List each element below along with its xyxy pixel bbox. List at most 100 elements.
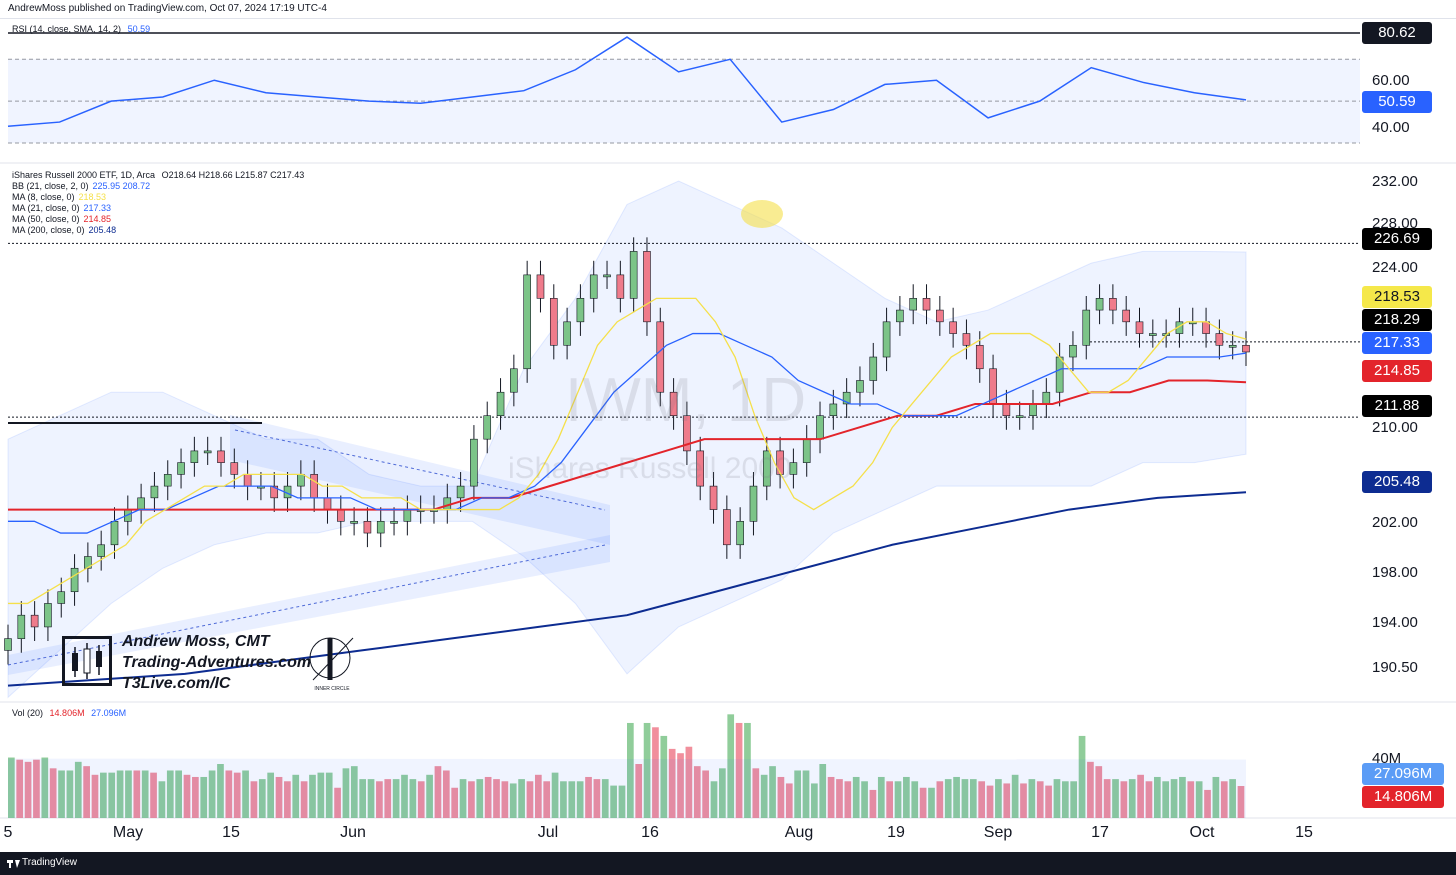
candle-body — [456, 485, 465, 499]
xtick-9: 17 — [1091, 824, 1109, 841]
candle-body — [882, 321, 891, 358]
volume-bar — [1145, 781, 1153, 818]
volume-bar — [24, 761, 32, 818]
volume-bar — [886, 781, 894, 818]
volume-bar — [794, 770, 801, 818]
volume-bar — [501, 781, 509, 818]
volume-bar — [476, 779, 484, 818]
candle-body — [1149, 333, 1157, 336]
candle-body — [896, 309, 904, 323]
highlight-marker — [741, 200, 783, 228]
candle-body — [390, 521, 398, 524]
level-tag-22669: 226.69 — [1362, 228, 1432, 250]
candle-body — [909, 298, 918, 311]
volume-bar — [1078, 735, 1086, 818]
volume-bar — [601, 779, 609, 818]
volume-bar — [200, 776, 208, 818]
volume-bar — [944, 779, 952, 818]
volume-bar — [1011, 774, 1019, 818]
volume-bar — [1087, 761, 1094, 818]
volume-bar — [284, 781, 291, 818]
footer-brand: TradingView — [22, 857, 78, 868]
candle-body — [856, 380, 864, 393]
volume-bar — [1237, 786, 1245, 818]
candle-body — [762, 450, 771, 487]
indicator-values: 218.53 — [78, 192, 107, 202]
indicator-legend-row: MA (8, close, 0) 218.53 — [12, 192, 106, 202]
ma200-tag: 205.48 — [1362, 471, 1432, 493]
volume-bar — [376, 781, 383, 818]
candle-body — [603, 274, 611, 278]
candle-body — [163, 474, 172, 487]
candle-body — [643, 251, 651, 323]
volume-bar — [1095, 766, 1103, 818]
candle-body — [97, 544, 105, 557]
vol-legend-v2: 27.096M — [91, 708, 127, 718]
xtick-3: Jun — [340, 824, 366, 841]
price-tick-198: 198.00 — [1372, 564, 1418, 581]
xtick-5: 16 — [641, 824, 659, 841]
signature-site: Trading-Adventures.com — [122, 654, 312, 671]
volume-bar — [1061, 781, 1069, 818]
candle-body — [736, 521, 744, 546]
volume-bar — [1220, 781, 1228, 818]
vol-tick-40m: 40M — [1372, 750, 1402, 767]
volume-bar — [141, 770, 149, 818]
volume-bar — [1137, 774, 1144, 818]
rsi-line — [7, 36, 1247, 128]
volume-bar — [401, 774, 408, 818]
volume-bar — [267, 772, 275, 818]
candle-body — [230, 462, 239, 475]
publisher-text: AndrewMoss published on TradingView.com,… — [8, 3, 327, 14]
volume-bar — [652, 727, 659, 818]
candle-body — [310, 474, 318, 499]
volume-bar — [392, 779, 400, 818]
candle-body — [1215, 333, 1224, 346]
rsi-legend: RSI (14, close, SMA, 14, 2) 50.59 — [12, 24, 150, 34]
volume-bar — [359, 779, 367, 818]
volume-bar — [660, 735, 668, 818]
xtick-8: Sep — [983, 824, 1013, 841]
volume-bar — [668, 748, 676, 818]
indicator-values: 225.95 208.72 — [92, 181, 151, 191]
signature-logo — [62, 636, 112, 686]
volume-bar — [710, 781, 718, 818]
candle-body — [496, 391, 505, 416]
volume-bar — [426, 774, 433, 818]
candle-body — [669, 391, 678, 416]
volume-bar — [1204, 789, 1211, 818]
candle-body — [1095, 298, 1104, 311]
volume-bar — [325, 772, 333, 818]
candle-body — [137, 497, 145, 510]
volume-bar — [1128, 779, 1136, 818]
candle-body — [869, 356, 878, 381]
volume-bar — [534, 774, 542, 818]
volume-bar — [1053, 779, 1061, 818]
volume-bar — [250, 781, 258, 818]
volume-bar — [41, 757, 49, 818]
volume-bar — [576, 781, 584, 818]
volume-bar — [217, 764, 224, 818]
volume-bar — [760, 774, 768, 818]
indicator-label: MA (200, close, 0) — [12, 225, 85, 235]
volume-bar — [409, 779, 417, 818]
volume-bar — [719, 768, 726, 818]
volume-bar — [317, 772, 325, 818]
volume-bar — [1162, 781, 1170, 818]
candle-body — [523, 274, 531, 370]
volume-bar — [1170, 779, 1178, 818]
candle-body — [589, 274, 598, 299]
volume-bar — [292, 774, 300, 818]
volume-bar — [16, 759, 24, 818]
volume-bar — [484, 776, 492, 818]
volume-bar — [543, 781, 551, 818]
volume-bar — [1153, 776, 1161, 818]
volume-bar — [158, 781, 166, 818]
candle-body — [44, 603, 52, 628]
volume-bar — [367, 779, 375, 818]
volume-bar — [175, 770, 182, 818]
volume-bar — [961, 779, 969, 818]
triangle-upper-channel — [230, 415, 610, 545]
volume-bar — [417, 781, 425, 818]
